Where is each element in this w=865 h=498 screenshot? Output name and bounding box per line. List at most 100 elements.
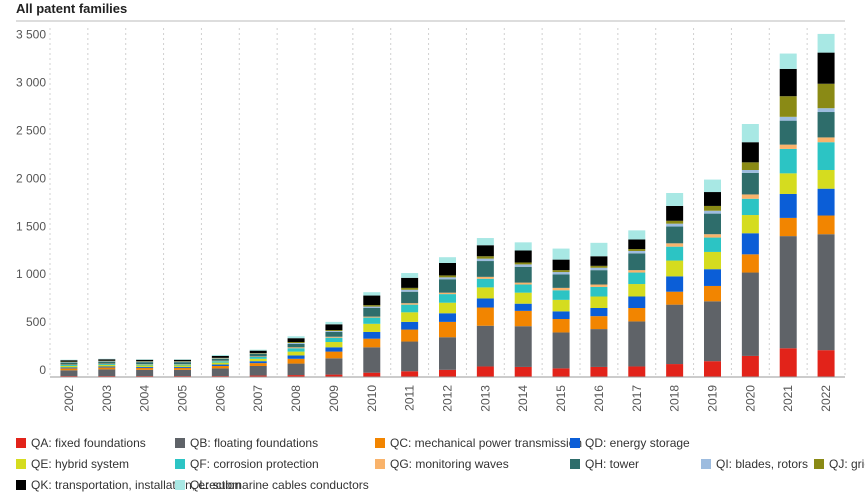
bar-segment [666, 226, 684, 244]
bar-segment [514, 310, 532, 327]
bar-segment [211, 361, 229, 363]
bar-segment [741, 162, 759, 170]
bar-segment [287, 355, 305, 359]
x-tick-label: 2008 [289, 385, 303, 412]
bar-segment [704, 269, 721, 286]
bar-segment [552, 368, 570, 377]
bar-segment [628, 321, 646, 367]
bar-segment [211, 354, 229, 356]
bar-segment [439, 369, 456, 377]
bar-segment [817, 188, 835, 216]
bar-segment [98, 364, 116, 366]
bar-segment [363, 306, 381, 308]
legend-item: QK: transportation, installation, erecti… [16, 478, 241, 492]
bar-segment [439, 321, 456, 338]
bar-segment [666, 193, 684, 206]
y-tick-label: 2 500 [16, 123, 46, 137]
bar-segment [174, 362, 191, 365]
x-tick-label: 2012 [441, 385, 455, 412]
bar-segment [211, 358, 229, 361]
x-tick-label: 2014 [516, 385, 530, 412]
bar-segment [401, 341, 419, 372]
legend-swatch [175, 459, 185, 469]
bar-segment [363, 317, 381, 324]
bar-segment [325, 374, 343, 377]
legend-item: QC: mechanical power transmission [375, 436, 582, 450]
bar-segment [741, 124, 759, 143]
bar-segment [401, 273, 419, 278]
bar-segment [174, 364, 191, 366]
bar-segment [287, 336, 305, 339]
bar-segment [439, 275, 456, 278]
bar-segment [666, 304, 684, 365]
bars [60, 33, 835, 377]
bar-segment [401, 303, 419, 305]
bar-segment [741, 172, 759, 195]
legend-swatch [570, 459, 580, 469]
bar-segment [628, 239, 646, 250]
legend-item: QE: hybrid system [16, 457, 129, 471]
legend-swatch [16, 459, 26, 469]
bar-segment [628, 250, 646, 254]
bar-segment [514, 264, 532, 267]
bar-segment [741, 194, 759, 199]
bar-segment [817, 350, 835, 377]
legend-item: QL: submarine cables conductors [175, 478, 369, 492]
bar-segment [779, 348, 797, 377]
bar-segment [817, 33, 835, 53]
legend-swatch [175, 480, 185, 490]
legend-item: QI: blades, rotors [701, 457, 808, 471]
bar-segment [741, 233, 759, 255]
legend-swatch [375, 459, 385, 469]
legend-swatch [16, 438, 26, 448]
y-axis: 0 500 1 000 1 500 2 000 2 500 3 000 3 500 [16, 28, 46, 377]
bar-segment [514, 292, 532, 304]
bar-segment [211, 355, 229, 358]
y-tick-label: 3 000 [16, 76, 46, 90]
bar-segment [552, 299, 570, 312]
bar-segment [552, 319, 570, 333]
bar-segment [363, 323, 381, 332]
bar-segment [741, 355, 759, 377]
bar-segment [476, 256, 494, 259]
bar-segment [590, 286, 608, 297]
bar-segment [817, 83, 835, 109]
bar-segment [287, 342, 305, 343]
bar-segment [704, 210, 721, 214]
bar-segment [325, 321, 343, 325]
bar-segment [174, 366, 191, 368]
bar-segment [704, 251, 721, 270]
bar-segment [401, 291, 419, 304]
bar-segment [628, 230, 646, 240]
bar-segment [666, 246, 684, 261]
bar-segment [363, 331, 381, 339]
bar-segment [325, 347, 343, 352]
bar-segment [779, 120, 797, 145]
bar-segment [98, 369, 116, 377]
bar-segment [628, 249, 646, 251]
legend-swatch [175, 438, 185, 448]
bar-segment [287, 343, 305, 348]
x-tick-label: 2003 [100, 385, 114, 412]
bar-segment [817, 52, 835, 84]
bar-segment [817, 112, 835, 138]
bar-segment [325, 331, 343, 337]
bar-segment [590, 256, 608, 266]
bar-segment [363, 308, 381, 317]
bar-segment [666, 243, 684, 247]
bar-segment [590, 316, 608, 330]
bar-segment [60, 367, 78, 369]
bar-segment [439, 313, 456, 322]
bar-segment [514, 303, 532, 311]
bar-segment [741, 272, 759, 356]
legend-label: QG: monitoring waves [390, 457, 509, 471]
bar-segment [249, 354, 267, 357]
x-tick-label: 2021 [781, 385, 795, 412]
bar-segment [363, 338, 381, 348]
bar-segment [628, 272, 646, 285]
bar-segment [136, 365, 154, 367]
x-tick-label: 2006 [213, 385, 227, 412]
legend-label: QA: fixed foundations [31, 436, 146, 450]
x-tick-label: 2011 [403, 385, 417, 411]
bar-segment [401, 321, 419, 330]
